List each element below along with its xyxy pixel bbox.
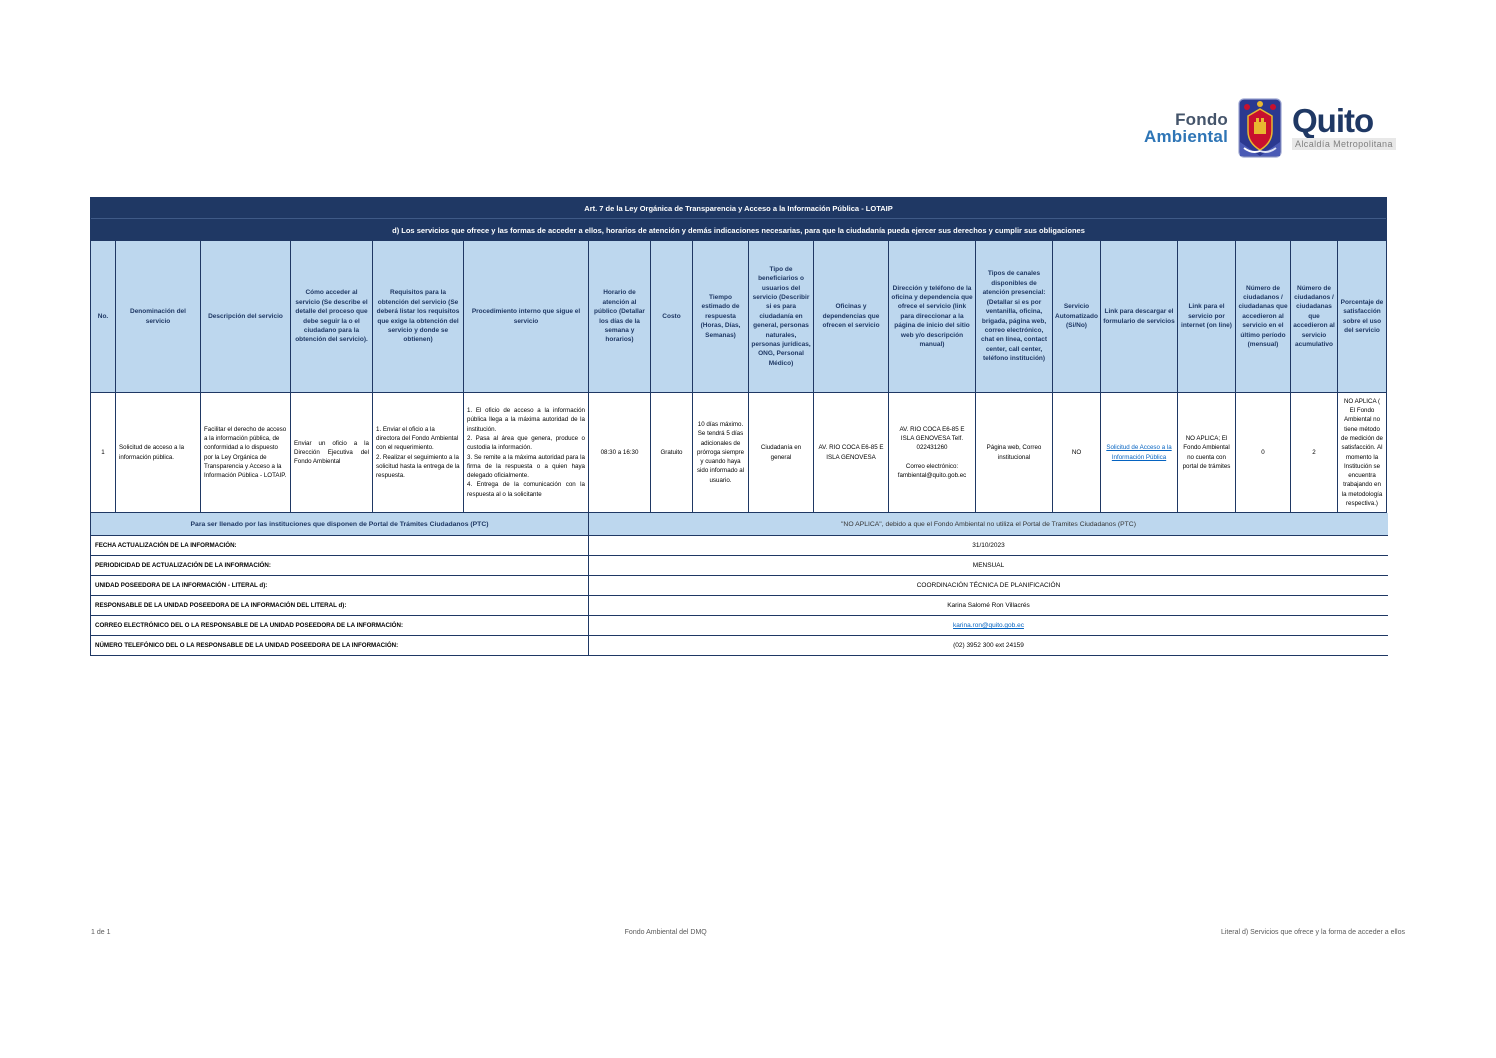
- quito-logo: Quito Alcaldía Metropolitana: [1292, 102, 1396, 150]
- col-header-num-acumulativo: Número de ciudadanos / ciudadanas que ac…: [1291, 241, 1338, 393]
- table-header-row: No. Denominación del servicio Descripció…: [91, 241, 1386, 393]
- footer-institution: Fondo Ambiental del DMQ: [624, 929, 707, 936]
- info-row-telefono: NÚMERO TELEFÓNICO DEL O LA RESPONSABLE D…: [91, 636, 1388, 656]
- col-header-direccion-telefono: Dirección y teléfono de la oficina y dep…: [889, 241, 976, 393]
- info-row-fecha: FECHA ACTUALIZACIÓN DE LA INFORMACIÓN: 3…: [91, 536, 1388, 556]
- fondo-ambiental-logo: Fondo Ambiental: [1128, 109, 1228, 146]
- info-label-telefono: NÚMERO TELEFÓNICO DEL O LA RESPONSABLE D…: [91, 636, 589, 656]
- cell-num-mensual: 0: [1236, 393, 1291, 513]
- col-header-descripcion: Descripción del servicio: [201, 241, 291, 393]
- info-label-periodicidad: PERIODICIDAD DE ACTUALIZACIÓN DE LA INFO…: [91, 556, 589, 576]
- cell-direccion-telefono: AV. RIO COCA E6-85 E ISLA GENOVESA Telf.…: [889, 393, 976, 513]
- responsable-email-link[interactable]: karina.ron@quito.gob.ec: [953, 622, 1024, 629]
- cell-requisitos: 1. Enviar el oficio a la directora del F…: [373, 393, 464, 513]
- cell-horario: 08:30 a 16:30: [589, 393, 651, 513]
- page-footer: 1 de 1 Fondo Ambiental del DMQ Literal d…: [0, 929, 1496, 936]
- quito-logo-word: Quito: [1292, 102, 1374, 140]
- cell-canales: Página web, Correo institucional: [976, 393, 1053, 513]
- fondo-ambiental-logo-line1: Fondo: [1175, 109, 1228, 129]
- lotaip-table: Art. 7 de la Ley Orgánica de Transparenc…: [90, 197, 1388, 656]
- info-label-unidad: UNIDAD POSEEDORA DE LA INFORMACIÓN - LIT…: [91, 576, 589, 596]
- ptc-band-label: Para ser llenado por las instituciones q…: [91, 513, 589, 536]
- info-row-periodicidad: PERIODICIDAD DE ACTUALIZACIÓN DE LA INFO…: [91, 556, 1388, 576]
- formulario-solicitud-link[interactable]: Solicitud de Acceso a la Información Púb…: [1106, 444, 1172, 461]
- table-title: Art. 7 de la Ley Orgánica de Transparenc…: [91, 198, 1386, 219]
- col-header-num-mensual: Número de ciudadanos / ciudadanas que ac…: [1236, 241, 1291, 393]
- cell-servicio-automatizado: NO: [1053, 393, 1101, 513]
- footer-literal: Literal d) Servicios que ofrece y la for…: [1220, 929, 1405, 936]
- col-header-horario: Horario de atención al público (Detallar…: [589, 241, 651, 393]
- col-header-no: No.: [91, 241, 116, 393]
- col-header-servicio-automatizado: Servicio Automatizado (Si/No): [1053, 241, 1101, 393]
- info-value-fecha: 31/10/2023: [589, 536, 1388, 556]
- info-label-fecha: FECHA ACTUALIZACIÓN DE LA INFORMACIÓN:: [91, 536, 589, 556]
- info-row-unidad: UNIDAD POSEEDORA DE LA INFORMACIÓN - LIT…: [91, 576, 1388, 596]
- info-row-correo: CORREO ELECTRÓNICO DEL O LA RESPONSABLE …: [91, 616, 1388, 636]
- ptc-band-row: Para ser llenado por las instituciones q…: [91, 513, 1388, 536]
- cell-procedimiento: 1. El oficio de acceso a la información …: [464, 393, 589, 513]
- cell-tiempo-respuesta: 10 días máximo. Se tendrá 5 días adicion…: [693, 393, 749, 513]
- ptc-band-value: "NO APLICA", debido a que el Fondo Ambie…: [589, 513, 1388, 536]
- col-header-tiempo-respuesta: Tiempo estimado de respuesta (Horas, Día…: [693, 241, 749, 393]
- col-header-como-acceder: Cómo acceder al servicio (Se describe el…: [291, 241, 373, 393]
- cell-como-acceder: Enviar un oficio a la Dirección Ejecutiv…: [291, 393, 373, 513]
- col-header-denominacion: Denominación del servicio: [116, 241, 201, 393]
- cell-oficinas: AV. RIO COCA E6-85 E ISLA GENOVESA: [814, 393, 889, 513]
- cell-num-acumulativo: 2: [1291, 393, 1338, 513]
- quito-logo-subtitle: Alcaldía Metropolitana: [1292, 137, 1396, 150]
- cell-no: 1: [91, 393, 116, 513]
- cell-beneficiarios: Ciudadanía en general: [749, 393, 814, 513]
- table-subtitle: d) Los servicios que ofrece y las formas…: [91, 219, 1386, 241]
- col-header-link-servicio: Link para el servicio por internet (on l…: [1178, 241, 1236, 393]
- cell-link-servicio: NO APLICA; El Fondo Ambiental no cuenta …: [1178, 393, 1236, 513]
- cell-satisfaccion: NO APLICA ( El Fondo Ambiental no tiene …: [1338, 393, 1386, 513]
- info-value-telefono: (02) 3952 300 ext 24159: [589, 636, 1388, 656]
- info-value-correo: karina.ron@quito.gob.ec: [589, 616, 1388, 636]
- col-header-procedimiento: Procedimiento interno que sigue el servi…: [464, 241, 589, 393]
- info-value-unidad: COORDINACIÓN TÉCNICA DE PLANIFICACIÓN: [589, 576, 1388, 596]
- col-header-beneficiarios: Tipo de beneficiarios o usuarios del ser…: [749, 241, 814, 393]
- cell-descripcion: Facilitar el derecho de acceso a la info…: [201, 393, 291, 513]
- quito-crest-logo: [1238, 98, 1282, 158]
- fondo-ambiental-logo-line2: Ambiental: [1144, 127, 1228, 146]
- col-header-link-formulario: Link para descargar el formulario de ser…: [1101, 241, 1178, 393]
- info-value-periodicidad: MENSUAL: [589, 556, 1388, 576]
- info-row-responsable: RESPONSABLE DE LA UNIDAD POSEEDORA DE LA…: [91, 596, 1388, 616]
- col-header-satisfaccion: Porcentaje de satisfacción sobre el uso …: [1338, 241, 1386, 393]
- footer-page-number: 1 de 1: [91, 929, 111, 936]
- col-header-canales: Tipos de canales disponibles de atención…: [976, 241, 1053, 393]
- col-header-requisitos: Requisitos para la obtención del servici…: [373, 241, 464, 393]
- cell-costo: Gratuito: [651, 393, 693, 513]
- col-header-oficinas: Oficinas y dependencias que ofrecen el s…: [814, 241, 889, 393]
- info-label-responsable: RESPONSABLE DE LA UNIDAD POSEEDORA DE LA…: [91, 596, 589, 616]
- info-label-correo: CORREO ELECTRÓNICO DEL O LA RESPONSABLE …: [91, 616, 589, 636]
- col-header-costo: Costo: [651, 241, 693, 393]
- info-value-responsable: Karina Salomé Ron Villacrés: [589, 596, 1388, 616]
- table-data-row: 1 Solicitud de acceso a la información p…: [91, 393, 1386, 513]
- header-logos: Fondo Ambiental Quito Alcaldía Metropoli…: [1128, 96, 1408, 160]
- cell-denominacion: Solicitud de acceso a la información púb…: [116, 393, 201, 513]
- cell-link-formulario: Solicitud de Acceso a la Información Púb…: [1101, 393, 1178, 513]
